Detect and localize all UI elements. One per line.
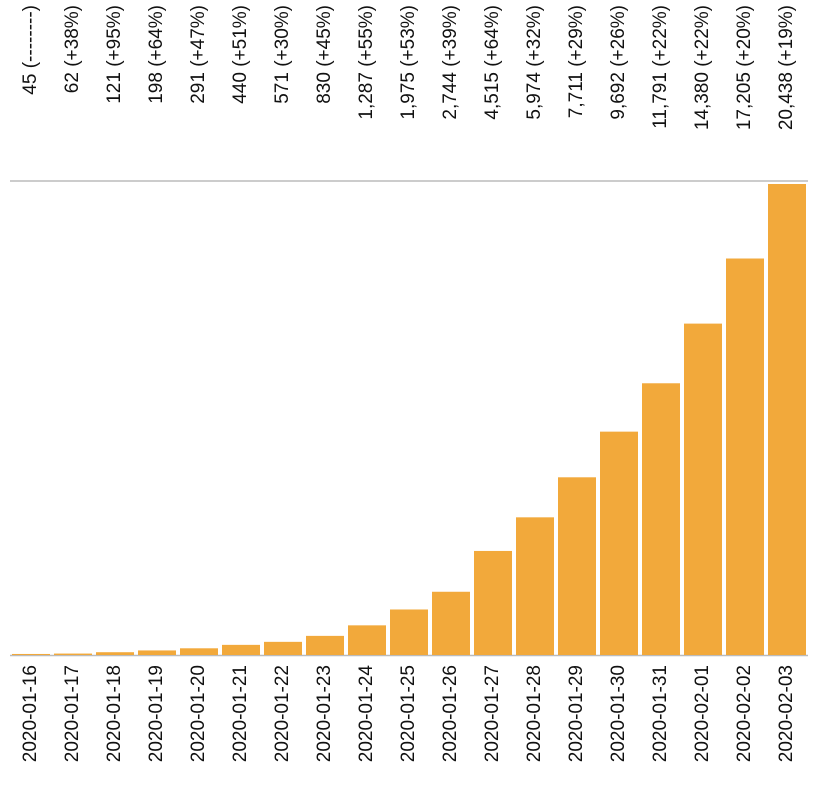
x-tick-label: 2020-01-24	[356, 665, 377, 763]
value-label: 291 (+47%)	[188, 5, 209, 104]
x-tick-label: 2020-02-01	[692, 665, 713, 762]
bar	[432, 591, 470, 655]
x-tick-label: 2020-01-29	[566, 665, 587, 762]
value-label: 11,791 (+22%)	[650, 5, 671, 129]
bar	[390, 609, 428, 655]
x-tick-label: 2020-01-28	[524, 665, 545, 762]
x-tick-label: 2020-01-22	[272, 665, 293, 762]
x-tick-label: 2020-01-30	[608, 665, 629, 762]
x-tick-label: 2020-01-25	[398, 665, 419, 762]
bar	[180, 648, 218, 655]
x-tick-label: 2020-01-17	[62, 665, 83, 762]
bar	[558, 477, 596, 655]
x-tick-label: 2020-01-27	[482, 665, 503, 762]
bar	[768, 184, 806, 655]
x-tick-label: 2020-02-02	[734, 665, 755, 762]
value-label: 20,438 (+19%)	[776, 5, 797, 130]
bar	[684, 323, 722, 655]
x-tick-label: 2020-01-26	[440, 665, 461, 762]
bar	[516, 517, 554, 655]
bar	[138, 650, 176, 655]
value-label: 121 (+95%)	[104, 5, 125, 104]
x-tick-label: 2020-01-18	[104, 665, 125, 762]
x-tick-label: 2020-01-21	[230, 665, 251, 762]
bar	[600, 431, 638, 655]
x-tick-label: 2020-01-23	[314, 665, 335, 762]
value-label: 440 (+51%)	[230, 5, 251, 104]
bar	[642, 383, 680, 655]
value-label: 1,975 (+53%)	[398, 5, 419, 120]
x-tick-label: 2020-01-20	[188, 665, 209, 762]
value-label: 1,287 (+55%)	[356, 5, 377, 120]
bar	[222, 644, 260, 655]
value-label: 45 (--------)	[20, 5, 41, 95]
value-label: 5,974 (+32%)	[524, 5, 545, 120]
value-label: 14,380 (+22%)	[692, 5, 713, 130]
x-tick-label: 2020-01-19	[146, 665, 167, 762]
bar	[54, 653, 92, 655]
bar	[306, 635, 344, 655]
bar	[474, 550, 512, 655]
value-label: 4,515 (+64%)	[482, 5, 503, 120]
bar	[726, 258, 764, 655]
x-tick-label: 2020-01-16	[20, 665, 41, 762]
value-label: 2,744 (+39%)	[440, 5, 461, 120]
value-label: 9,692 (+26%)	[608, 5, 629, 120]
x-tick-label: 2020-02-03	[776, 665, 797, 762]
value-label: 198 (+64%)	[146, 5, 167, 104]
value-label: 17,205 (+20%)	[734, 5, 755, 130]
bar	[348, 625, 386, 655]
value-label: 830 (+45%)	[314, 5, 335, 104]
bar	[96, 652, 134, 655]
bar	[264, 641, 302, 655]
value-label: 62 (+38%)	[62, 5, 83, 93]
x-tick-label: 2020-01-31	[650, 665, 671, 762]
bar	[12, 653, 50, 655]
value-label: 7,711 (+29%)	[566, 5, 587, 118]
value-label: 571 (+30%)	[272, 5, 293, 104]
